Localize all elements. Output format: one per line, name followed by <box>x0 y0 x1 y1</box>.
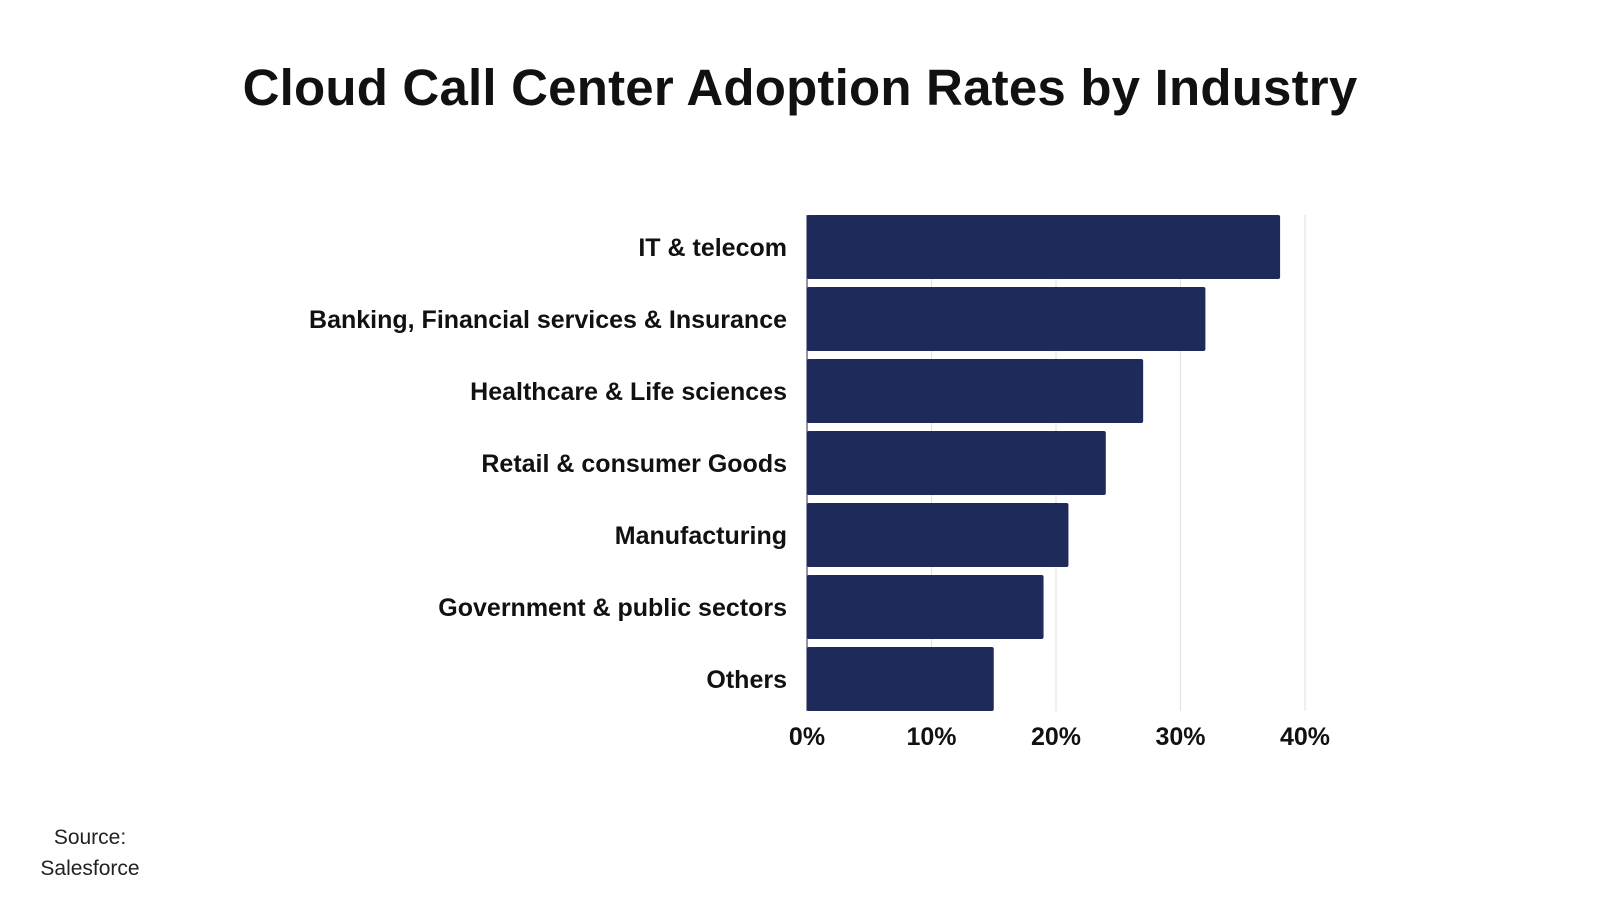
bars <box>807 215 1281 711</box>
category-label: Government & public sectors <box>438 594 787 622</box>
bar <box>807 287 1206 351</box>
bar <box>807 575 1044 639</box>
bar <box>807 215 1281 279</box>
category-labels: IT & telecom Banking, Financial services … <box>309 234 787 694</box>
category-label: Banking, Financial services & Insurance <box>309 306 787 334</box>
bar <box>807 503 1069 567</box>
source-label: Source: <box>53 826 127 849</box>
x-tick-label: 30% <box>1155 723 1205 751</box>
bar <box>807 359 1144 423</box>
source-name: Salesforce <box>40 857 140 880</box>
x-tick-label: 10% <box>906 723 956 751</box>
category-label: Others <box>706 666 787 694</box>
x-tick-label: 0% <box>789 723 825 751</box>
bar <box>807 647 994 711</box>
category-label: Healthcare & Life sciences <box>470 378 787 406</box>
x-tick-label: 20% <box>1031 723 1081 751</box>
category-label: Manufacturing <box>615 522 787 550</box>
category-label: IT & telecom <box>638 234 787 262</box>
category-label: Retail & consumer Goods <box>481 450 787 478</box>
x-tick-label: 40% <box>1280 723 1330 751</box>
chart-title: Cloud Call Center Adoption Rates by Indu… <box>242 59 1358 116</box>
x-tick-labels: 0% 10% 20% 30% 40% <box>789 723 1330 751</box>
bar <box>807 431 1106 495</box>
source-note: Source: Salesforce <box>30 822 150 884</box>
